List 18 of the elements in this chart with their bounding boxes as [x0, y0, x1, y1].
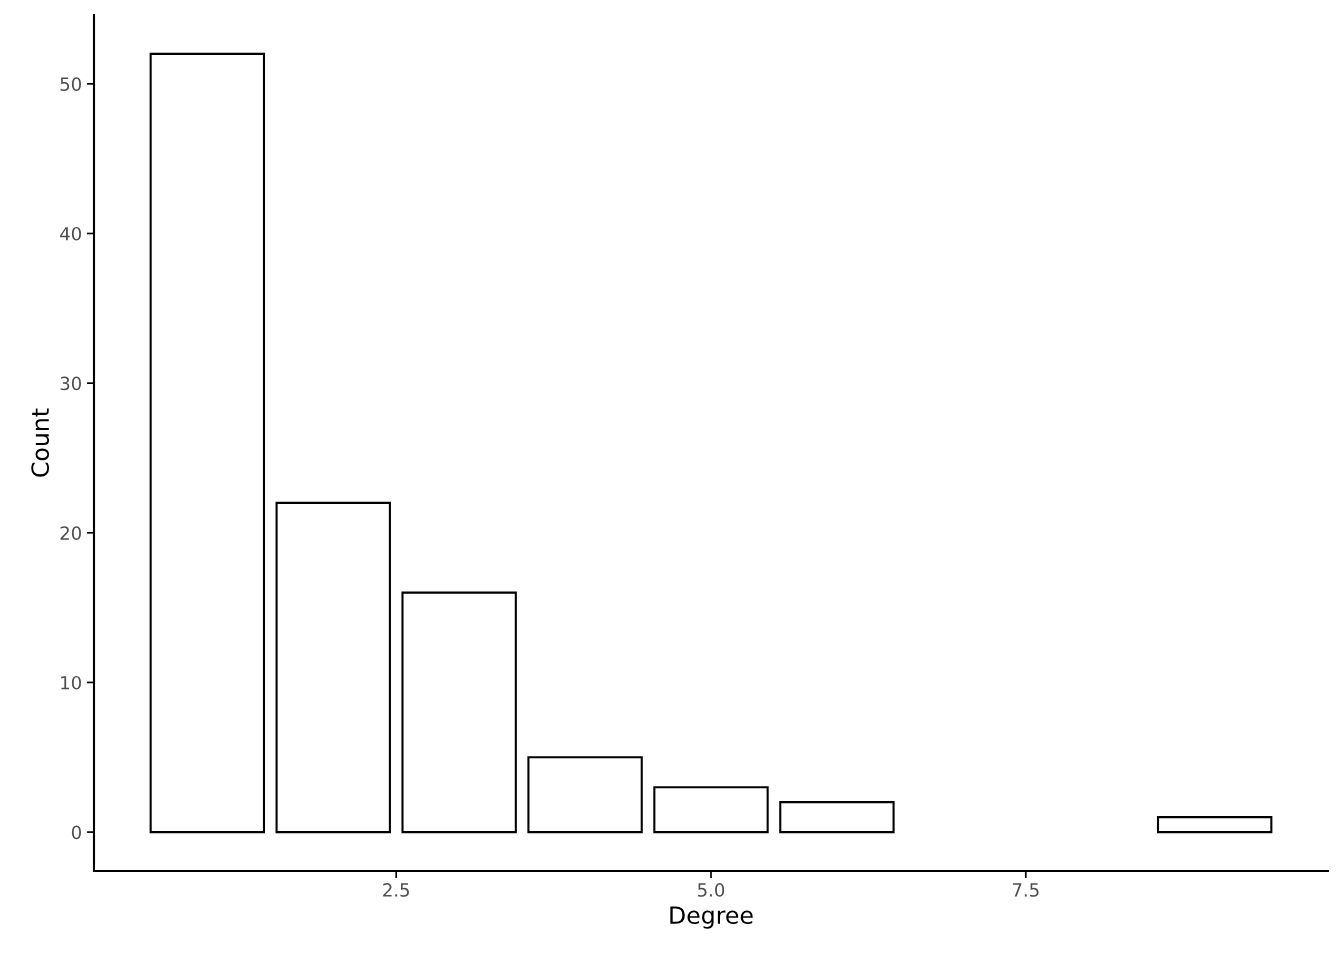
x-tick-label: 5.0: [698, 883, 725, 897]
bar: [779, 801, 895, 834]
y-tick-label: 50: [60, 77, 81, 91]
bar: [149, 52, 266, 834]
bar: [1156, 816, 1273, 834]
x-tick-label: 7.5: [1012, 883, 1039, 897]
y-tick-label: 30: [60, 376, 81, 391]
bar: [527, 756, 643, 834]
y-tick-label: 40: [60, 226, 81, 241]
bar: [275, 501, 391, 834]
y-axis-title: Count: [31, 408, 50, 477]
x-axis-title: Degree: [670, 906, 753, 929]
y-tick-label: 20: [60, 526, 81, 540]
bar: [401, 591, 517, 834]
x-tick-label: 2.5: [383, 883, 409, 897]
y-tick-label: 10: [61, 675, 81, 690]
y-tick-label: 0: [71, 825, 81, 840]
bar: [653, 786, 769, 834]
